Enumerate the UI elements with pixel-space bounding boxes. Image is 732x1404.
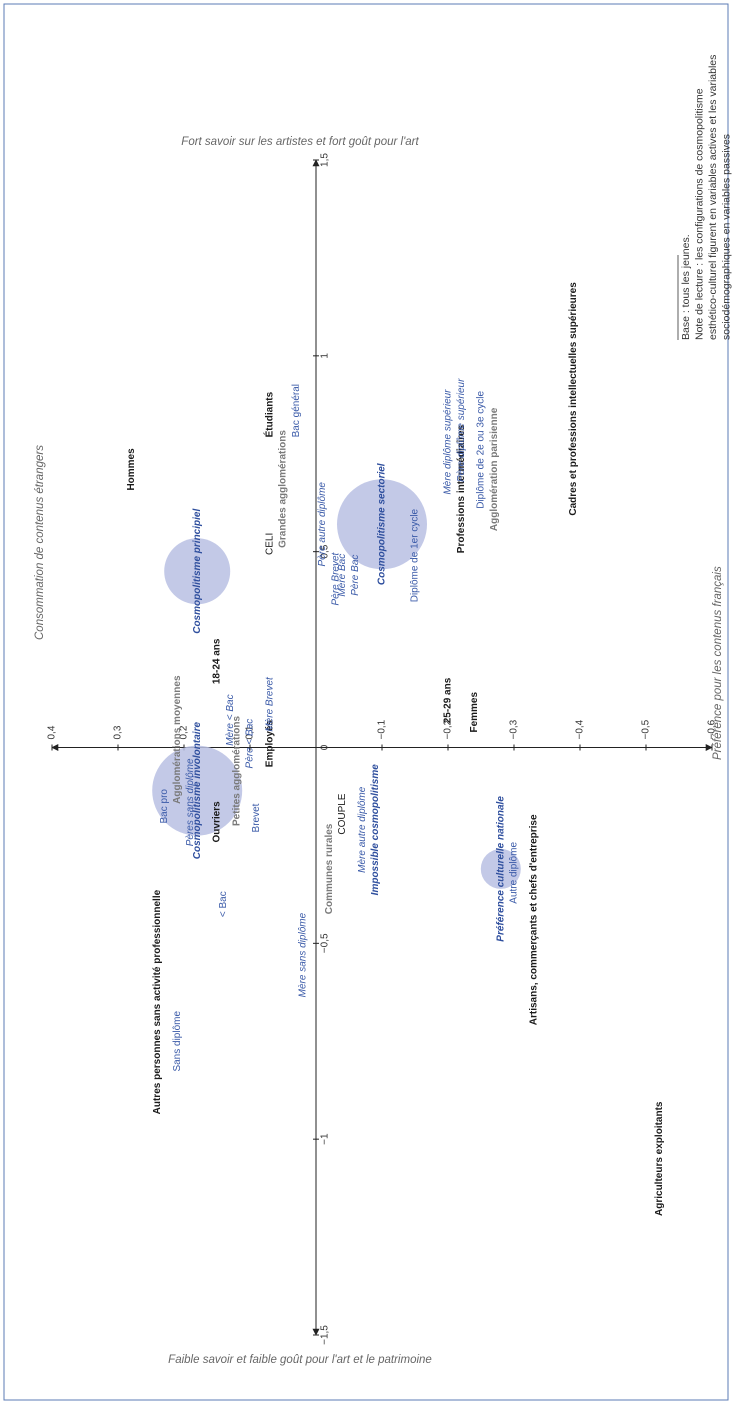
point-label: Professions intermédiaires <box>456 424 467 553</box>
y-tick-label: 0,3 <box>113 725 124 739</box>
point-label: COUPLE <box>337 793 348 834</box>
point-label: Artisans, commerçants et chefs d'entrepr… <box>528 814 539 1025</box>
point-label: Mère autre diplôme <box>357 786 368 873</box>
point-label: Ouvriers <box>212 801 223 843</box>
point-label: Mère Bac <box>337 554 348 597</box>
y-tick-label: 0,4 <box>47 725 58 739</box>
point-label: Père autre diplôme <box>317 482 328 567</box>
point-label: 18-24 ans <box>212 638 223 684</box>
point-label: Cosmopolitisme principiel <box>192 509 203 634</box>
point-label: Agriculteurs exploitants <box>654 1101 665 1216</box>
point-label: Père Bac <box>350 555 361 596</box>
y-tick-label: −0,5 <box>641 719 652 739</box>
point-label: Père diplôme supérieur <box>456 378 467 482</box>
y-tick-label: −0,2 <box>443 719 454 739</box>
y-tick-label: 0,1 <box>245 725 256 739</box>
point-label: Impossible cosmopolitisme <box>370 764 381 896</box>
y-tick-label: −0,6 <box>707 719 718 739</box>
point-label: Étudiants <box>262 391 275 437</box>
point-label: Cosmopolitisme involontaire <box>192 722 203 860</box>
point-label: Mère diplôme supérieur <box>443 389 454 495</box>
bubble <box>152 745 243 836</box>
point-label: Mère < Bac <box>225 694 236 745</box>
x-tick-label: 1,5 <box>320 153 331 167</box>
y-axis-low-label: Préférence pour les contenus français <box>712 566 724 760</box>
point-label: Grandes agglomérations <box>278 430 289 548</box>
point-label: CELI <box>264 533 275 555</box>
x-tick-label: −1,5 <box>320 1325 331 1345</box>
point-label: Autre diplôme <box>509 842 520 904</box>
bubble <box>480 848 521 889</box>
point-label: Petites agglomérations <box>231 716 242 826</box>
point-label: Agglomérations moyennes <box>172 675 183 804</box>
note-line: sociodémographiques en variables passive… <box>720 134 732 340</box>
point-label: 25-29 ans <box>443 677 454 723</box>
y-tick-label: −0,1 <box>377 719 388 739</box>
point-label: Cadres et professions intellectuelles su… <box>568 282 579 516</box>
point-label: Diplôme de 1er cycle <box>410 508 421 602</box>
point-label: Préférence culturelle nationale <box>495 796 506 942</box>
point-label: Sans diplôme <box>172 1011 183 1072</box>
bubble <box>164 538 231 605</box>
point-label: Diplôme de 2e ou 3e cycle <box>476 390 487 508</box>
x-tick-label: 0 <box>320 744 331 750</box>
point-label: Communes rurales <box>324 823 335 914</box>
point-label: Bac général <box>291 384 302 437</box>
y-axis-high-label: Consommation de contenus étrangers <box>34 445 46 640</box>
x-tick-label: 1 <box>320 353 331 359</box>
y-tick-label: 0,2 <box>179 725 190 739</box>
y-tick-label: −0,3 <box>509 719 520 739</box>
note-line: esthético-culturel figurent en variables… <box>707 55 719 340</box>
x-axis-high-label: Fort savoir sur les artistes et fort goû… <box>181 136 419 148</box>
point-label: Brevet <box>251 803 262 832</box>
note-line: Note de lecture : les configurations de … <box>693 88 705 340</box>
point-label: < Bac <box>218 891 229 917</box>
x-tick-label: −0,5 <box>320 933 331 953</box>
bubble <box>337 479 427 570</box>
point-label: Autres personnes sans activité professio… <box>152 889 163 1114</box>
point-label: Hommes <box>126 448 137 491</box>
point-label: Père < Bac <box>245 719 256 769</box>
point-label: Agglomération parisienne <box>489 407 500 531</box>
x-tick-label: 0,5 <box>320 544 331 558</box>
x-tick-label: −1 <box>320 1133 331 1145</box>
point-label: Femmes <box>469 692 480 733</box>
y-tick-label: −0,4 <box>575 719 586 739</box>
note-line: Base : tous les jeunes. <box>680 234 692 340</box>
point-label: Mère Brevet <box>264 676 275 732</box>
point-label: Pères sans diplôme <box>185 758 196 846</box>
point-label: Bac pro <box>159 789 170 824</box>
x-axis-low-label: Faible savoir et faible goût pour l'art … <box>168 1354 432 1366</box>
point-label: Employés <box>264 720 275 768</box>
frame <box>3 3 729 1401</box>
point-label: Cosmopolitisme sectoriel <box>377 463 388 585</box>
point-label: Père Brevet <box>330 551 341 605</box>
point-label: Mère sans diplôme <box>297 912 308 997</box>
